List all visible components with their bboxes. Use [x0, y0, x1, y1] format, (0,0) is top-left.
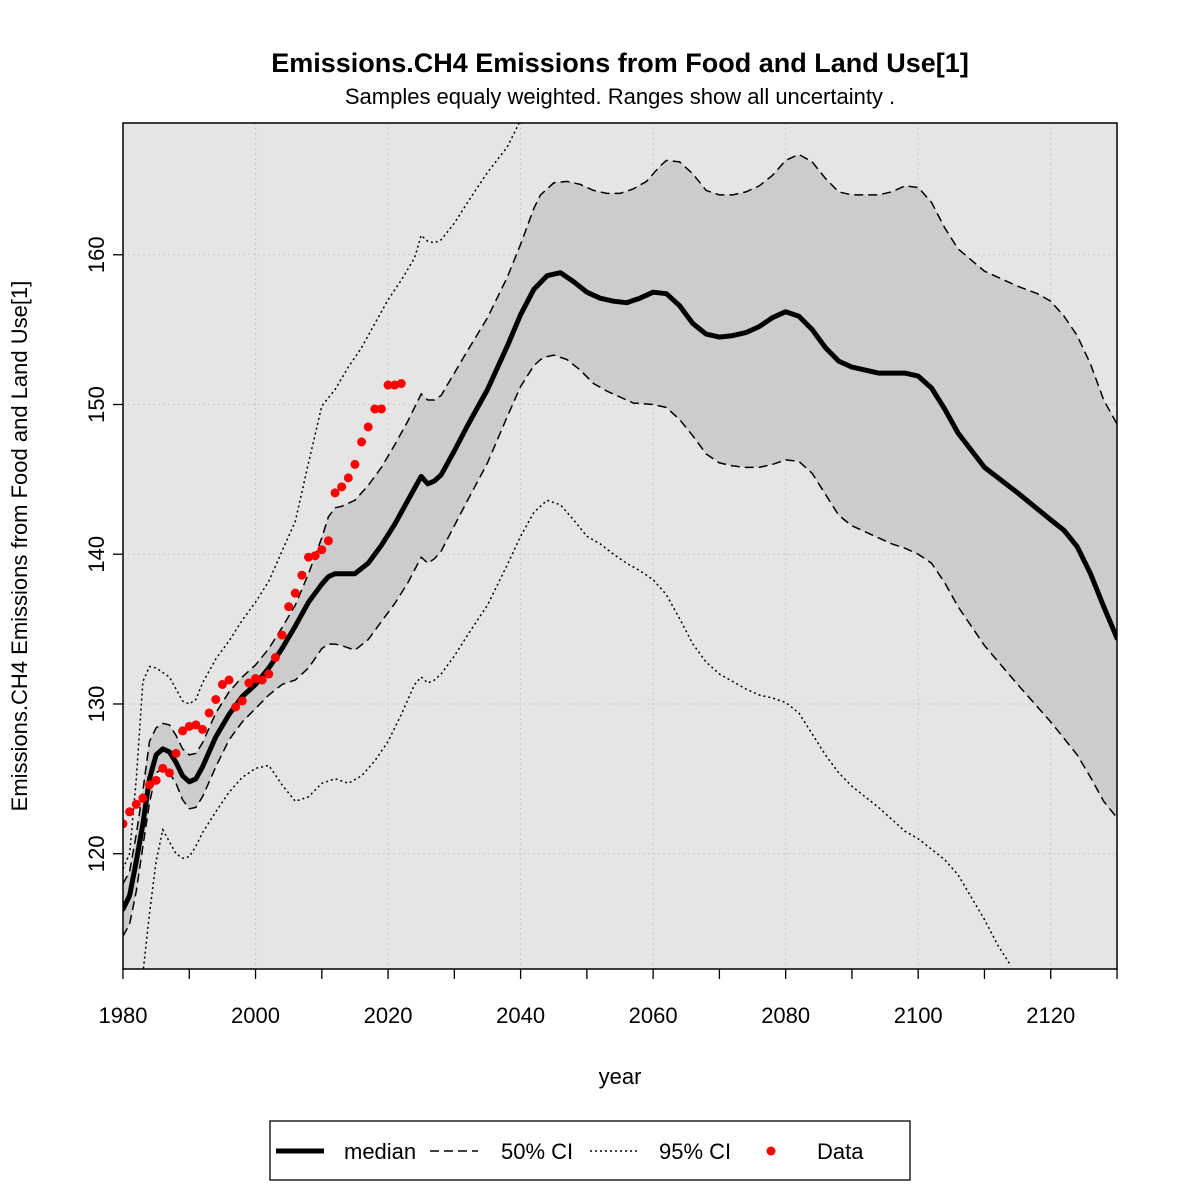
- data-point: [237, 696, 247, 706]
- data-point: [383, 380, 393, 390]
- data-point: [337, 482, 347, 492]
- legend-ci95-label: 95% CI: [659, 1139, 731, 1164]
- plot-content: [123, 123, 1117, 969]
- data-point: [198, 724, 208, 734]
- axes: 1980 2000 2020 2040 2060 2080 2100 2120 120 130 14…: [84, 122, 1118, 1028]
- legend-ci50-label: 50% CI: [501, 1139, 573, 1164]
- x-tick-label: 2120: [1026, 1003, 1075, 1028]
- data-point: [350, 459, 360, 469]
- data-point: [217, 680, 227, 690]
- plot-frame: [122, 122, 1118, 970]
- data-point: [178, 726, 188, 736]
- data-point: [145, 780, 155, 790]
- data-point: [370, 404, 380, 414]
- y-tick-label: 160: [84, 236, 109, 273]
- data-point: [284, 602, 294, 612]
- x-tick-label: 2100: [894, 1003, 943, 1028]
- data-point: [363, 422, 373, 432]
- data-point: [310, 551, 320, 561]
- data-point: [211, 694, 221, 704]
- x-tick-label: 2000: [231, 1003, 280, 1028]
- data-point: [158, 763, 168, 773]
- data-point: [244, 678, 254, 688]
- ci50-lower-line: [123, 354, 1117, 937]
- data-point: [376, 404, 386, 414]
- data-point: [151, 775, 161, 785]
- data-point: [297, 570, 307, 580]
- data-point: [138, 793, 148, 803]
- legend-median-label: median: [344, 1139, 416, 1164]
- data-point: [290, 588, 300, 598]
- data-point: [396, 379, 406, 389]
- data-point: [125, 807, 135, 817]
- legend-data-marker: [766, 1146, 776, 1156]
- data-point: [277, 630, 287, 640]
- data-point: [323, 536, 333, 546]
- x-tick-label: 2040: [496, 1003, 545, 1028]
- x-tick-label: 1980: [99, 1003, 148, 1028]
- data-point: [131, 799, 141, 809]
- data-point: [357, 437, 367, 447]
- y-tick-label: 130: [84, 686, 109, 723]
- median-line: [123, 270, 1117, 912]
- data-point: [343, 473, 353, 483]
- data-point: [171, 748, 181, 758]
- legend: median 50% CI 95% CI Data: [269, 1120, 911, 1181]
- x-axis-label: year: [599, 1064, 642, 1089]
- x-tick-label: 2020: [364, 1003, 413, 1028]
- chart-subtitle: Samples equaly weighted. Ranges show all…: [345, 84, 895, 109]
- x-tick-label: 2080: [761, 1003, 810, 1028]
- y-axis-label: Emissions.CH4 Emissions from Food and La…: [7, 281, 32, 812]
- y-tick-label: 150: [84, 386, 109, 423]
- data-point: [270, 653, 280, 663]
- data-point: [224, 675, 234, 685]
- ci95-lower-line: [142, 499, 1012, 969]
- ci50-upper-line: [123, 153, 1117, 885]
- x-tick-label: 2060: [629, 1003, 678, 1028]
- data-point: [164, 768, 174, 778]
- legend-data-label: Data: [817, 1139, 864, 1164]
- ci95-upper-line: [123, 123, 520, 870]
- data-point: [317, 545, 327, 555]
- data-point: [123, 819, 128, 829]
- data-point: [264, 669, 274, 679]
- plot-area: [123, 123, 1117, 969]
- y-tick-label: 120: [84, 835, 109, 872]
- y-tick-label: 140: [84, 536, 109, 573]
- data-point: [330, 488, 340, 498]
- chart-title: Emissions.CH4 Emissions from Food and La…: [271, 48, 969, 78]
- data-point: [204, 708, 214, 718]
- data-point: [191, 720, 201, 730]
- data-point: [257, 675, 267, 685]
- data-point: [231, 702, 241, 712]
- band-50-ci: [123, 154, 1117, 937]
